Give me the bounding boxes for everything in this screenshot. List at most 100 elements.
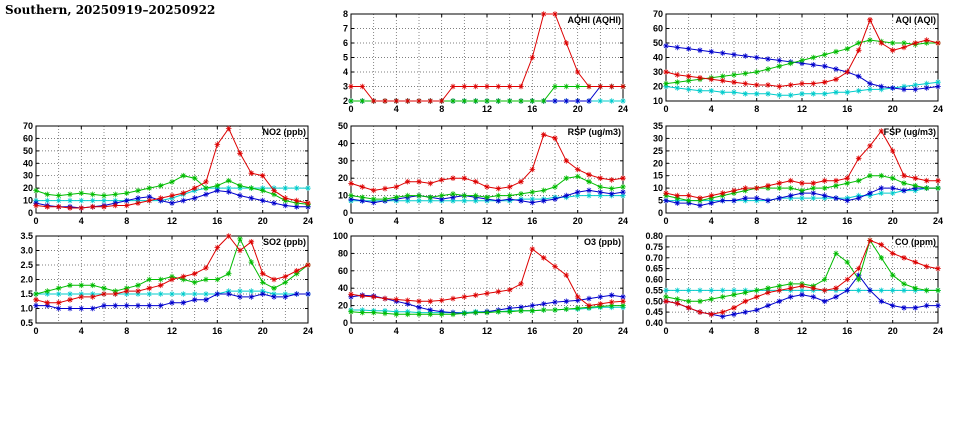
chart-co: 0 4 8 12 16 20 24 0.40 0.45 0.50 0.55 0.60 0.65 0.70 0… bbox=[632, 231, 944, 339]
svg-text:80: 80 bbox=[338, 248, 348, 258]
svg-text:16: 16 bbox=[212, 326, 222, 336]
plot-svg: 0 4 8 12 16 20 24 0.5 1.0 1.5 2.0 2.5 3.0 3.5 SO2 (ppb… bbox=[20, 231, 313, 336]
svg-text:5: 5 bbox=[343, 53, 348, 63]
svg-text:8: 8 bbox=[439, 216, 444, 226]
svg-text:24: 24 bbox=[303, 326, 313, 336]
svg-text:16: 16 bbox=[842, 104, 852, 114]
svg-text:AQI (AQI): AQI (AQI) bbox=[896, 15, 937, 25]
svg-text:16: 16 bbox=[842, 326, 852, 336]
svg-text:4: 4 bbox=[79, 216, 84, 226]
svg-text:20: 20 bbox=[653, 82, 663, 92]
svg-text:20: 20 bbox=[888, 326, 898, 336]
svg-text:2: 2 bbox=[343, 96, 348, 106]
svg-text:70: 70 bbox=[653, 10, 663, 19]
svg-text:24: 24 bbox=[933, 216, 943, 226]
svg-text:12: 12 bbox=[797, 104, 807, 114]
svg-text:50: 50 bbox=[653, 38, 663, 48]
svg-text:0.50: 0.50 bbox=[645, 296, 663, 306]
svg-text:4: 4 bbox=[394, 104, 399, 114]
svg-text:1.0: 1.0 bbox=[20, 304, 33, 314]
svg-text:12: 12 bbox=[482, 326, 492, 336]
svg-text:AQHI (AQHI): AQHI (AQHI) bbox=[568, 15, 622, 25]
svg-text:0: 0 bbox=[343, 208, 348, 218]
svg-text:24: 24 bbox=[618, 216, 628, 226]
svg-text:24: 24 bbox=[303, 216, 313, 226]
svg-text:0.40: 0.40 bbox=[645, 318, 663, 328]
svg-text:0: 0 bbox=[348, 326, 353, 336]
svg-text:4: 4 bbox=[394, 326, 399, 336]
svg-text:30: 30 bbox=[23, 171, 33, 181]
svg-text:SO2 (ppb): SO2 (ppb) bbox=[263, 237, 306, 247]
svg-text:16: 16 bbox=[842, 216, 852, 226]
svg-text:O3 (ppb): O3 (ppb) bbox=[584, 237, 621, 247]
svg-text:RSP (ug/m3): RSP (ug/m3) bbox=[568, 127, 621, 137]
svg-text:20: 20 bbox=[888, 104, 898, 114]
chart-o3: 0 4 8 12 16 20 24 0 20 40 60 80 100 O3 (ppb) bbox=[317, 231, 629, 339]
plot-svg: 0 4 8 12 16 20 24 0 10 20 30 40 50 RSP (ug/m3) bbox=[338, 121, 628, 226]
svg-text:0: 0 bbox=[343, 318, 348, 328]
svg-text:20: 20 bbox=[258, 216, 268, 226]
svg-text:40: 40 bbox=[338, 283, 348, 293]
svg-text:0.5: 0.5 bbox=[20, 318, 33, 328]
svg-text:20: 20 bbox=[23, 183, 33, 193]
svg-text:10: 10 bbox=[23, 196, 33, 206]
svg-text:NO2 (ppb): NO2 (ppb) bbox=[263, 127, 307, 137]
svg-text:3.5: 3.5 bbox=[20, 232, 33, 241]
svg-text:0: 0 bbox=[348, 216, 353, 226]
plot-svg: 0 4 8 12 16 20 24 10 20 30 40 50 60 70 AQI (AQI) bbox=[653, 9, 943, 114]
svg-text:7: 7 bbox=[343, 24, 348, 34]
svg-text:8: 8 bbox=[754, 104, 759, 114]
svg-text:12: 12 bbox=[167, 216, 177, 226]
svg-text:CO (ppm): CO (ppm) bbox=[895, 237, 936, 247]
svg-text:2.0: 2.0 bbox=[20, 275, 33, 285]
svg-text:0.80: 0.80 bbox=[645, 232, 663, 241]
svg-text:8: 8 bbox=[343, 10, 348, 19]
svg-text:40: 40 bbox=[653, 53, 663, 63]
svg-text:8: 8 bbox=[439, 104, 444, 114]
svg-text:10: 10 bbox=[338, 191, 348, 201]
svg-text:20: 20 bbox=[653, 158, 663, 168]
svg-text:24: 24 bbox=[618, 104, 628, 114]
svg-text:24: 24 bbox=[933, 326, 943, 336]
svg-text:12: 12 bbox=[482, 104, 492, 114]
svg-text:30: 30 bbox=[653, 67, 663, 77]
svg-text:0.65: 0.65 bbox=[645, 264, 663, 274]
svg-text:30: 30 bbox=[653, 133, 663, 143]
svg-text:20: 20 bbox=[573, 104, 583, 114]
chart-no2: 0 4 8 12 16 20 24 0 10 20 30 40 50 60 70 NO2 (ppb) bbox=[2, 121, 314, 229]
chart-fsp: 0 4 8 12 16 20 24 0 5 10 15 20 25 30 35 FSP (ug/m3) bbox=[632, 121, 944, 229]
svg-text:2.5: 2.5 bbox=[20, 260, 33, 270]
chart-aqi: 0 4 8 12 16 20 24 10 20 30 40 50 60 70 AQI (AQI) bbox=[632, 9, 944, 117]
svg-text:8: 8 bbox=[754, 326, 759, 336]
svg-text:4: 4 bbox=[79, 326, 84, 336]
svg-text:60: 60 bbox=[338, 266, 348, 276]
svg-text:40: 40 bbox=[23, 158, 33, 168]
svg-text:20: 20 bbox=[573, 216, 583, 226]
chart-aqhi: 0 4 8 12 16 20 24 2 3 4 5 6 7 8 AQHI (AQHI) bbox=[317, 9, 629, 117]
svg-text:10: 10 bbox=[653, 96, 663, 106]
svg-text:60: 60 bbox=[653, 24, 663, 34]
svg-text:15: 15 bbox=[653, 171, 663, 181]
svg-text:0.55: 0.55 bbox=[645, 285, 663, 295]
svg-text:12: 12 bbox=[482, 216, 492, 226]
svg-text:1.5: 1.5 bbox=[20, 289, 33, 299]
svg-text:4: 4 bbox=[709, 104, 714, 114]
svg-text:0: 0 bbox=[28, 208, 33, 218]
svg-text:4: 4 bbox=[709, 326, 714, 336]
svg-text:12: 12 bbox=[167, 326, 177, 336]
chart-so2: 0 4 8 12 16 20 24 0.5 1.0 1.5 2.0 2.5 3.0 3.5 SO2 (ppb… bbox=[2, 231, 314, 339]
svg-text:3: 3 bbox=[343, 82, 348, 92]
svg-text:20: 20 bbox=[573, 326, 583, 336]
svg-text:0.45: 0.45 bbox=[645, 307, 663, 317]
svg-text:4: 4 bbox=[394, 216, 399, 226]
svg-text:0.60: 0.60 bbox=[645, 275, 663, 285]
svg-text:10: 10 bbox=[653, 183, 663, 193]
svg-text:8: 8 bbox=[754, 216, 759, 226]
svg-text:40: 40 bbox=[338, 138, 348, 148]
svg-text:24: 24 bbox=[933, 104, 943, 114]
svg-text:50: 50 bbox=[23, 146, 33, 156]
svg-text:4: 4 bbox=[709, 216, 714, 226]
svg-text:16: 16 bbox=[527, 104, 537, 114]
svg-text:16: 16 bbox=[527, 216, 537, 226]
